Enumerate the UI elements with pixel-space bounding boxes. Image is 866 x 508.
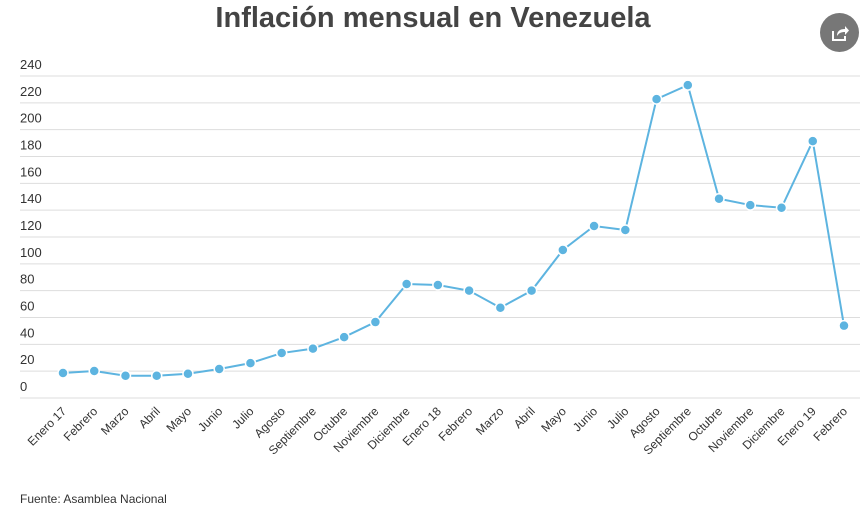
y-tick-label: 120: [20, 218, 42, 233]
data-point: [588, 220, 600, 232]
share-button[interactable]: [820, 13, 859, 52]
data-point: [307, 342, 319, 355]
data-point: [525, 284, 538, 297]
y-tick-label: 0: [20, 379, 27, 394]
data-point: [213, 363, 225, 375]
y-tick-label: 80: [20, 272, 34, 287]
x-tick-label: Abril: [136, 404, 163, 431]
share-icon: [831, 25, 849, 41]
x-tick-label: Mayo: [163, 404, 194, 435]
x-tick-label: Marzo: [98, 404, 132, 438]
y-tick-label: 40: [20, 325, 34, 340]
x-tick-label: Abril: [511, 404, 538, 431]
y-tick-label: 60: [20, 299, 34, 314]
data-point: [244, 357, 257, 369]
chart-title: Inflación mensual en Venezuela: [215, 2, 651, 34]
x-tick-label: Junio: [570, 404, 600, 434]
x-tick-label: Febrero: [436, 404, 476, 444]
data-point: [88, 365, 100, 377]
data-point: [682, 79, 694, 91]
y-tick-label: 240: [20, 57, 42, 72]
x-tick-label: Enero 17: [25, 404, 70, 449]
data-point: [838, 319, 850, 332]
data-point: [338, 331, 350, 343]
x-tick-label: Julio: [229, 404, 257, 432]
data-point: [182, 367, 194, 380]
data-point: [369, 316, 382, 328]
data-point: [275, 347, 288, 359]
x-tick-label: Julio: [604, 404, 632, 432]
data-point: [400, 278, 413, 290]
line-chart: 0 20 40 60 80 100 120 140 160 180 200 220 240 Enero 1…: [20, 57, 860, 458]
data-point: [57, 367, 69, 379]
data-point: [807, 135, 819, 147]
series-line: [62, 83, 845, 377]
x-tick-label: Mayo: [538, 404, 569, 435]
y-tick-label: 200: [20, 111, 42, 126]
data-point: [775, 202, 788, 214]
data-point: [713, 193, 725, 205]
x-tick-label: Marzo: [473, 404, 507, 438]
data-point: [619, 224, 632, 236]
x-tick-label: Febrero: [61, 404, 101, 444]
y-tick-label: 180: [20, 138, 42, 153]
data-point: [119, 369, 132, 382]
y-tick-label: 20: [20, 352, 34, 367]
data-point: [150, 369, 163, 382]
y-tick-label: 220: [20, 84, 42, 99]
y-tick-label: 160: [20, 164, 42, 179]
data-point: [744, 199, 757, 211]
y-tick-label: 100: [20, 245, 42, 260]
data-point: [432, 279, 444, 291]
chart-source: Fuente: Asamblea Nacional: [20, 492, 167, 506]
y-tick-label: 140: [20, 191, 42, 206]
data-point: [650, 93, 663, 105]
data-point: [557, 244, 569, 256]
x-tick-label: Junio: [195, 404, 225, 434]
data-point: [494, 301, 507, 314]
data-point: [463, 284, 475, 297]
x-tick-label: Febrero: [811, 404, 851, 444]
